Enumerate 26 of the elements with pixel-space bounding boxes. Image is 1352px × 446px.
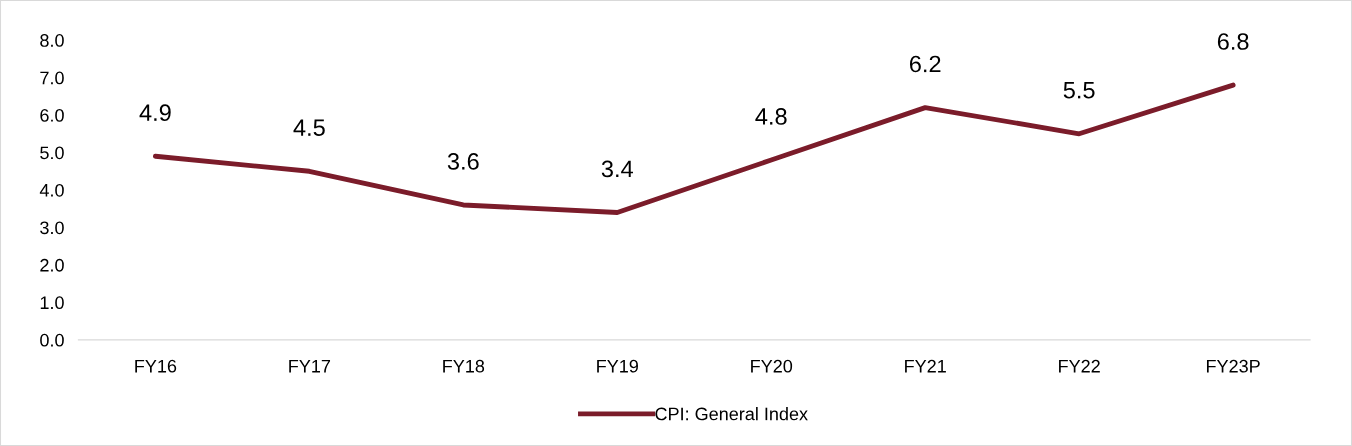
y-tick-label: 0.0 xyxy=(40,333,64,347)
y-tick-label: 1.0 xyxy=(40,296,64,310)
x-tick-label: FY21 xyxy=(905,359,946,373)
legend-label: CPI: General Index xyxy=(655,407,808,421)
data-label: 5.5 xyxy=(1063,82,1095,99)
x-tick-label: FY20 xyxy=(751,359,793,373)
data-label: 3.4 xyxy=(601,160,633,178)
y-tick-label: 2.0 xyxy=(40,258,64,272)
data-label: 6.2 xyxy=(909,55,941,73)
x-tick-label: FY16 xyxy=(135,359,177,373)
y-tick-label: 4.0 xyxy=(39,183,64,197)
y-tick-label: 8.0 xyxy=(40,34,64,47)
data-label: 4.9 xyxy=(139,104,171,122)
x-tick-label: FY19 xyxy=(597,359,638,373)
x-tick-label: FY22 xyxy=(1059,359,1100,373)
x-tick-label: FY18 xyxy=(443,359,485,373)
data-label: 3.6 xyxy=(447,153,479,170)
y-tick-label: 5.0 xyxy=(40,146,64,160)
y-tick-label: 3.0 xyxy=(40,221,64,235)
y-tick-label: 6.0 xyxy=(40,109,64,122)
data-label: 6.8 xyxy=(1217,33,1249,50)
x-tick-label: FY17 xyxy=(289,359,331,373)
data-label: 4.8 xyxy=(755,108,787,125)
data-label: 4.5 xyxy=(293,119,325,137)
x-tick-label: FY23P xyxy=(1206,359,1260,373)
y-tick-label: 7.0 xyxy=(40,71,64,85)
